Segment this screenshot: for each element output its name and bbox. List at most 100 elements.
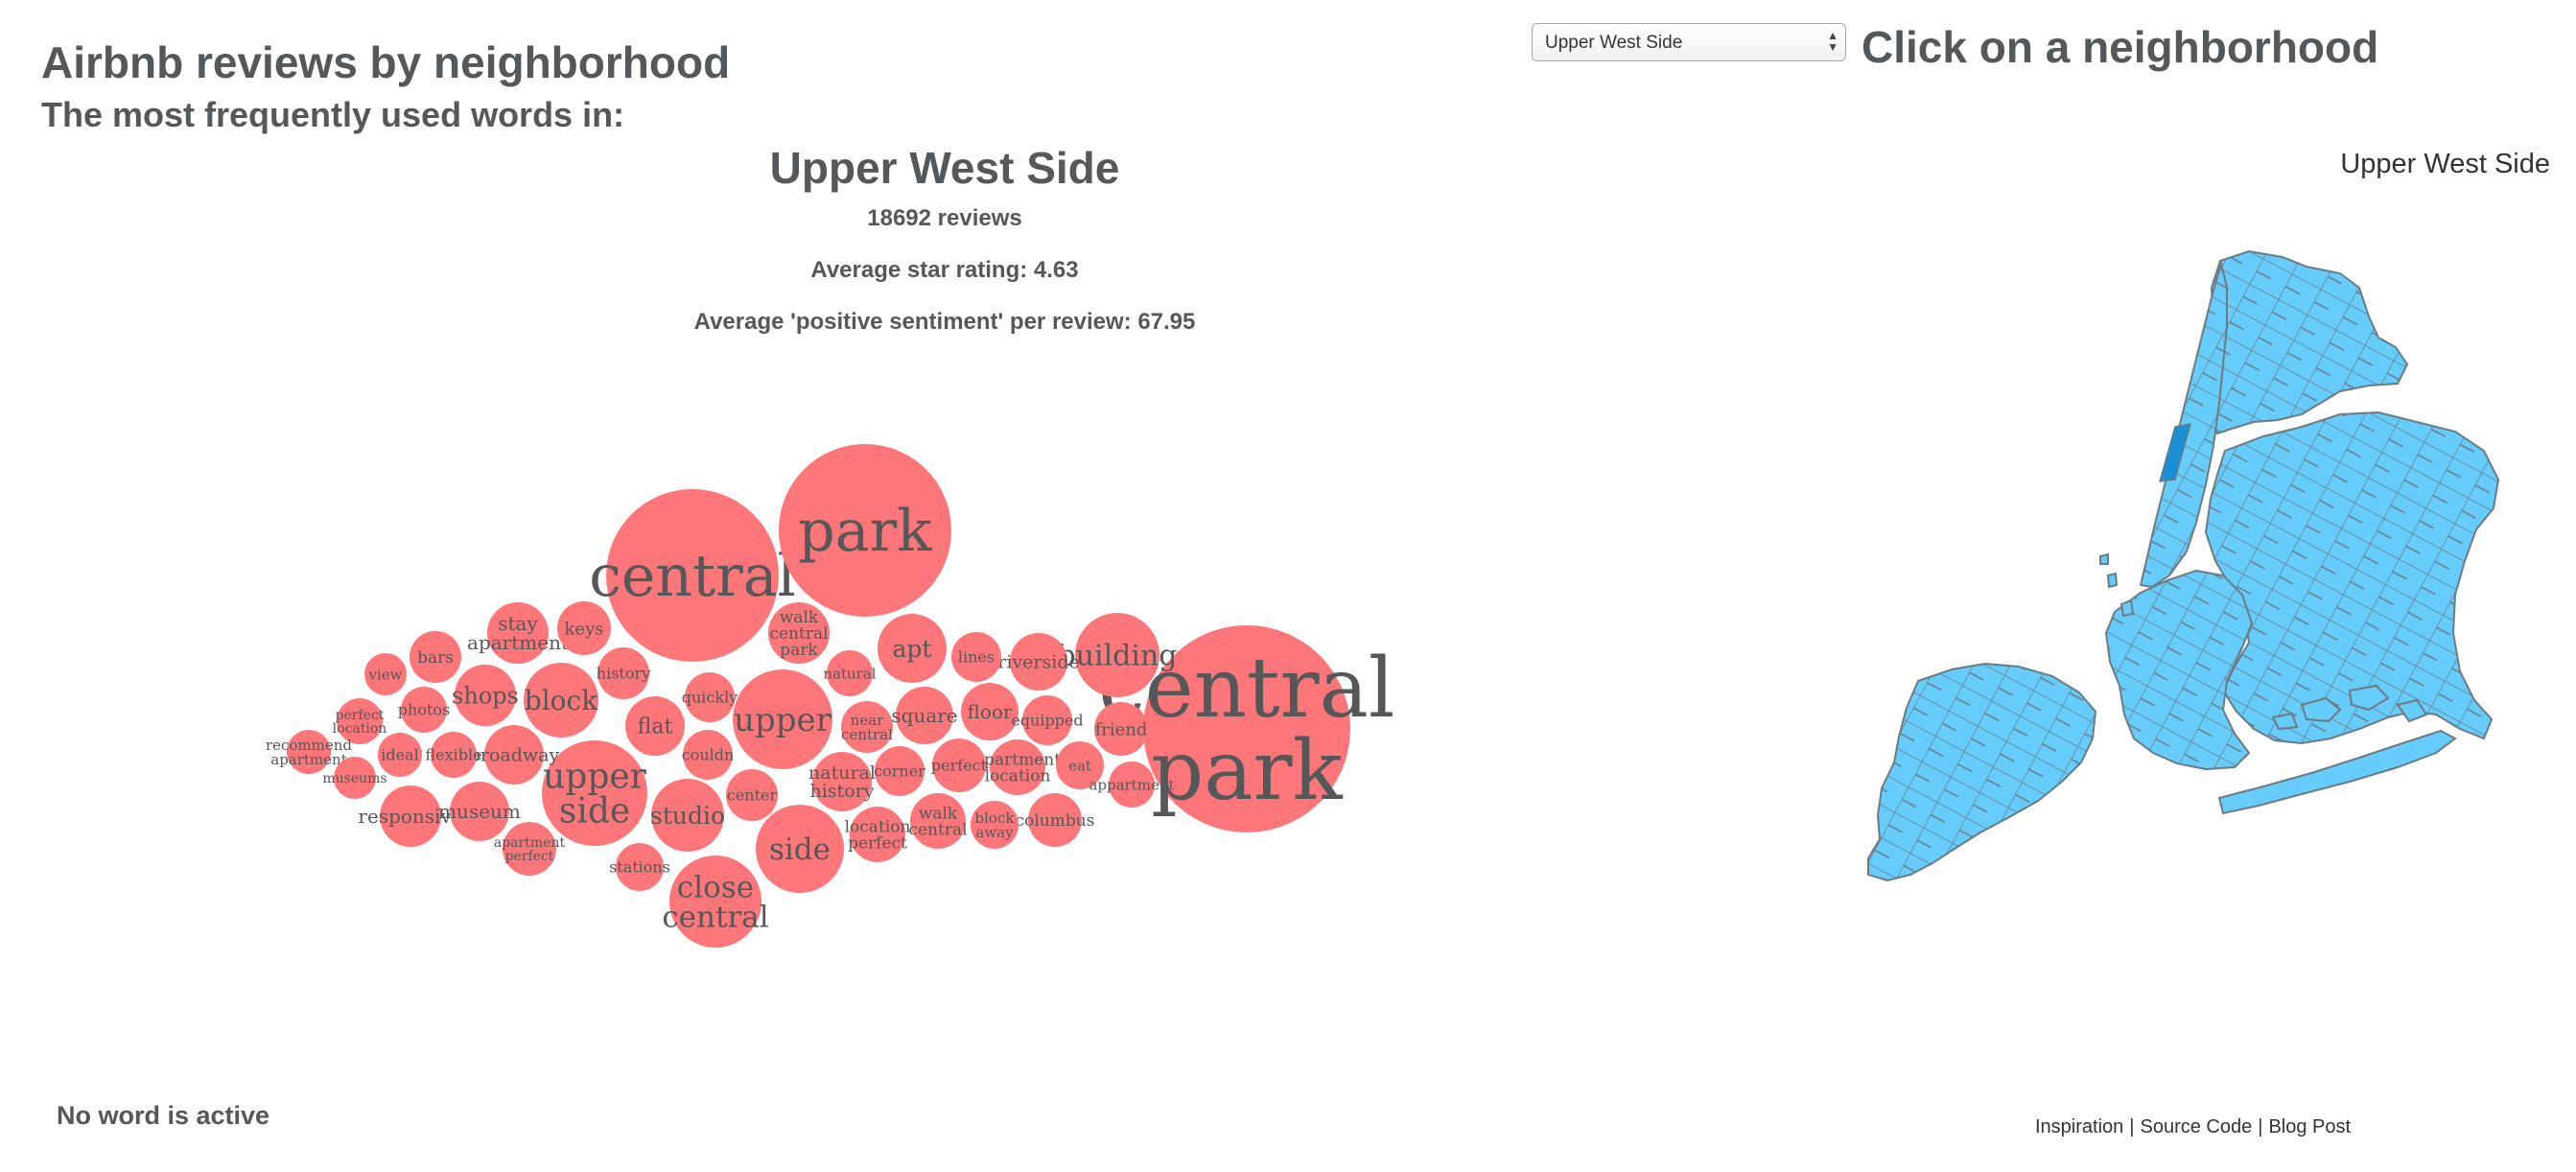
word-bubble-circle[interactable] [1056, 741, 1104, 789]
word-bubble-circle[interactable] [287, 730, 331, 774]
word-bubble-circle[interactable] [401, 687, 447, 733]
word-bubble[interactable]: square [891, 687, 958, 744]
word-bubble-circle[interactable] [557, 601, 611, 655]
word-bubble-circle[interactable] [896, 687, 953, 744]
word-bubble[interactable]: building [1057, 613, 1178, 697]
word-bubble[interactable]: history [597, 647, 650, 699]
word-bubble-circle[interactable] [827, 650, 873, 696]
word-bubble-circle[interactable] [841, 701, 893, 753]
word-bubble-circle[interactable] [380, 785, 441, 847]
word-bubble-circle[interactable] [1109, 762, 1155, 808]
word-bubble-circle[interactable] [733, 669, 832, 769]
word-bubble[interactable]: columbus [1016, 793, 1095, 847]
blog-post-link[interactable]: Blog Post [2268, 1116, 2352, 1137]
word-bubble[interactable]: natural [823, 650, 877, 696]
word-bubble-circle[interactable] [503, 822, 556, 876]
word-bubble[interactable]: flat [625, 696, 685, 756]
word-bubble-circle[interactable] [334, 757, 376, 799]
word-bubble-circle[interactable] [878, 614, 947, 683]
word-bubble[interactable]: appartment [1089, 762, 1175, 808]
upper-west-side-highlight[interactable] [2158, 423, 2192, 482]
word-bubble-circle[interactable] [685, 672, 735, 722]
word-bubble-circle[interactable] [669, 856, 761, 948]
word-bubble-circle[interactable] [484, 725, 544, 785]
word-bubble-circle[interactable] [597, 647, 649, 699]
word-bubble-circle[interactable] [951, 632, 1001, 682]
word-bubble-circle[interactable] [961, 683, 1019, 740]
word-bubble-circle[interactable] [455, 665, 516, 726]
word-bubble[interactable]: friend [1094, 702, 1148, 756]
word-bubble-circle[interactable] [1094, 702, 1148, 756]
map-shapes[interactable] [1867, 249, 2500, 882]
word-bubble-circle[interactable] [450, 782, 509, 841]
word-bubble[interactable]: broadway [469, 725, 560, 785]
word-bubble[interactable]: quickly [682, 672, 738, 722]
word-bubble[interactable]: museum [438, 782, 521, 841]
word-bubble[interactable]: eat [1056, 741, 1104, 789]
word-bubble-circle[interactable] [1022, 695, 1072, 745]
word-bubble-circle[interactable] [812, 752, 872, 811]
word-bubble-circle[interactable] [726, 769, 778, 821]
source-code-link[interactable]: Source Code [2140, 1116, 2253, 1137]
word-bubble-circle[interactable] [378, 733, 422, 777]
word-bubble-circle[interactable] [683, 730, 733, 780]
word-bubble[interactable]: shops [452, 665, 519, 726]
word-bubble-circle[interactable] [542, 740, 647, 846]
word-bubble-circle[interactable] [756, 805, 844, 893]
word-bubble-circle[interactable] [1143, 625, 1350, 832]
word-bubble[interactable]: museums [322, 757, 387, 799]
word-bubble[interactable]: bars [410, 631, 461, 683]
word-bubble-circle[interactable] [337, 698, 383, 744]
word-bubble-circle[interactable] [779, 444, 951, 617]
word-bubble[interactable]: block [524, 663, 598, 738]
word-bubble-circle[interactable] [768, 602, 830, 664]
word-bubble[interactable]: view [364, 653, 407, 695]
word-bubble-circle[interactable] [1075, 613, 1159, 697]
neighborhood-select[interactable]: Upper West Side ▲▼ Upper West Side [1532, 23, 1846, 61]
rockaway-peninsula[interactable] [2217, 729, 2457, 815]
word-bubble[interactable]: center [726, 769, 778, 821]
word-bubble-circle[interactable] [910, 793, 966, 849]
word-bubble[interactable]: stations [609, 843, 670, 891]
word-bubble[interactable]: keys [557, 601, 611, 655]
word-bubble-circle[interactable] [524, 663, 598, 738]
word-bubble-circle[interactable] [410, 631, 461, 683]
word-bubble-circle[interactable] [625, 696, 685, 756]
word-bubble[interactable]: lines [951, 632, 1001, 682]
inspiration-link[interactable]: Inspiration [2035, 1116, 2124, 1137]
word-bubble-circle[interactable] [850, 807, 905, 862]
word-bubble-circle[interactable] [616, 843, 664, 891]
word-bubble[interactable]: ideal [378, 733, 422, 777]
word-bubble[interactable]: flexible [425, 732, 482, 778]
word-bubble-circle[interactable] [875, 746, 925, 796]
word-bubble[interactable]: park [779, 444, 951, 617]
word-bubble[interactable]: photos [398, 687, 450, 733]
word-bubble[interactable]: corner [874, 746, 925, 796]
word-bubble[interactable]: apt [878, 614, 947, 683]
word-bubble-circle[interactable] [606, 489, 779, 662]
word-bubble[interactable]: perfect [931, 738, 988, 792]
word-bubble-circle[interactable] [431, 732, 477, 778]
word-bubble-circle[interactable] [364, 653, 407, 695]
word-bubble[interactable]: couldn [682, 730, 735, 780]
word-bubble[interactable]: floor [961, 683, 1019, 740]
word-bubble-circle[interactable] [932, 738, 986, 792]
word-bubble-circle[interactable] [487, 602, 549, 664]
word-bubble[interactable]: equipped [1011, 695, 1084, 745]
word-bubble-circle[interactable] [1028, 793, 1082, 847]
word-bubble[interactable]: riverside [997, 633, 1080, 691]
word-bubble[interactable]: upper [733, 669, 832, 769]
word-bubble-circle[interactable] [651, 779, 724, 852]
